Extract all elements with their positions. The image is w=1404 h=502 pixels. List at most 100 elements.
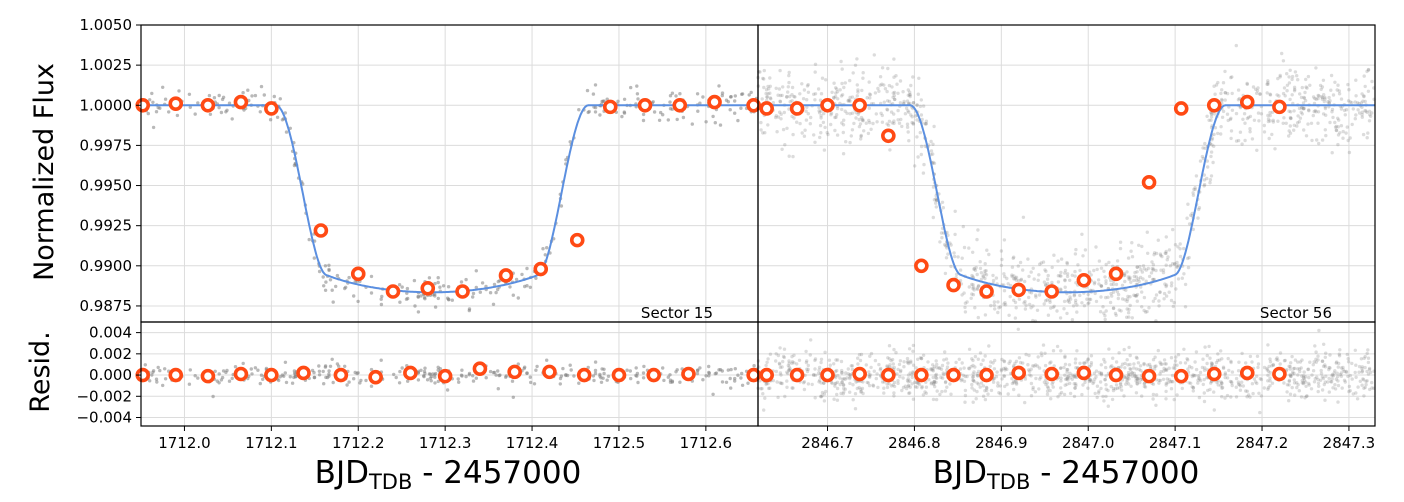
raw-resid-point	[328, 364, 333, 368]
raw-resid-point	[1339, 374, 1344, 378]
raw-flux-point	[816, 87, 821, 91]
raw-flux-point	[436, 276, 440, 280]
raw-resid-point	[1301, 381, 1306, 385]
raw-resid-point	[930, 368, 935, 372]
raw-resid-point	[188, 368, 192, 372]
raw-resid-point	[678, 380, 682, 384]
raw-resid-point	[971, 372, 975, 376]
raw-flux-point	[1014, 275, 1019, 279]
raw-resid-point	[948, 382, 952, 386]
raw-resid-point	[1230, 383, 1234, 388]
raw-flux-point	[972, 288, 976, 292]
raw-resid-point	[1342, 378, 1347, 382]
raw-resid-point	[1202, 391, 1207, 395]
raw-resid-point	[1330, 377, 1334, 381]
raw-flux-point	[1009, 283, 1013, 288]
raw-flux-point	[1164, 235, 1169, 239]
raw-flux-point	[163, 97, 168, 101]
raw-resid-point	[1282, 381, 1286, 385]
raw-resid-point	[1197, 374, 1201, 378]
raw-flux-point	[718, 123, 723, 127]
raw-flux-point	[985, 248, 989, 252]
raw-resid-point	[433, 375, 437, 379]
raw-resid-point	[317, 364, 321, 368]
raw-resid-point	[1331, 386, 1335, 390]
raw-resid-point	[971, 400, 975, 404]
raw-flux-point	[813, 98, 817, 102]
binned-flux-point-0-16	[707, 94, 722, 110]
raw-resid-point	[850, 364, 855, 368]
raw-resid-point	[1132, 371, 1137, 376]
raw-resid-point	[934, 359, 938, 363]
raw-flux-point	[1048, 300, 1052, 304]
raw-flux-point	[1189, 213, 1193, 217]
raw-flux-point	[780, 93, 784, 98]
raw-resid-point	[1354, 375, 1358, 379]
raw-resid-point	[908, 385, 912, 389]
raw-resid-point	[934, 372, 938, 377]
binned-resid-point-0-9	[437, 368, 453, 384]
raw-flux-point	[1290, 93, 1294, 97]
raw-resid-point	[1135, 381, 1139, 386]
raw-resid-point	[1142, 382, 1147, 386]
raw-resid-point	[1275, 356, 1279, 360]
raw-flux-point	[776, 115, 781, 119]
raw-flux-point	[1075, 303, 1079, 307]
raw-flux-point	[1315, 138, 1319, 142]
raw-flux-point	[813, 70, 817, 74]
raw-resid-point	[1308, 360, 1312, 364]
raw-resid-point	[1101, 394, 1105, 399]
raw-resid-point	[1341, 365, 1345, 370]
raw-flux-point	[905, 99, 910, 103]
raw-resid-point	[1012, 379, 1016, 384]
raw-flux-point	[819, 131, 823, 135]
raw-flux-point	[1130, 255, 1135, 259]
raw-resid-point	[1268, 357, 1272, 361]
raw-resid-point	[1340, 386, 1344, 390]
raw-resid-point	[921, 393, 926, 397]
raw-resid-point	[901, 385, 906, 390]
raw-resid-point	[625, 368, 629, 372]
raw-resid-point	[504, 374, 508, 378]
raw-resid-point	[1065, 376, 1070, 381]
raw-resid-point	[890, 357, 895, 362]
raw-flux-point	[1132, 274, 1137, 279]
raw-resid-point	[865, 380, 869, 385]
raw-resid-point	[1146, 363, 1150, 367]
raw-flux-point	[851, 71, 855, 75]
raw-resid-point	[1210, 362, 1214, 366]
raw-flux-point	[859, 115, 864, 120]
raw-flux-point	[1165, 258, 1170, 262]
raw-resid-point	[163, 367, 167, 371]
raw-flux-point	[1154, 293, 1159, 297]
raw-resid-point	[959, 378, 964, 383]
x-label-right-rest: - 2457000	[1030, 455, 1199, 491]
raw-resid-point	[704, 374, 708, 378]
binned-resid-point-1-6	[946, 367, 961, 383]
raw-flux-point	[1316, 93, 1320, 98]
flux-y-tick-label-7: 0.9875	[80, 297, 133, 315]
raw-flux-point	[1132, 293, 1136, 297]
raw-flux-point	[1003, 303, 1008, 307]
raw-flux-point	[778, 100, 783, 104]
raw-resid-point	[981, 394, 986, 398]
raw-resid-point	[973, 354, 978, 359]
raw-flux-point	[1142, 308, 1146, 313]
raw-resid-point	[913, 380, 917, 385]
raw-resid-point	[211, 394, 215, 399]
raw-resid-point	[760, 386, 764, 391]
raw-resid-point	[1111, 388, 1116, 393]
raw-resid-point	[288, 375, 292, 379]
raw-flux-point	[822, 111, 826, 116]
raw-resid-point	[998, 384, 1002, 388]
raw-resid-point	[1003, 366, 1008, 370]
raw-resid-point	[1055, 344, 1060, 349]
raw-flux-point	[1158, 252, 1163, 256]
raw-flux-point	[1180, 276, 1185, 280]
raw-flux-point	[907, 139, 911, 143]
raw-flux-point	[766, 123, 770, 127]
raw-flux-point	[848, 95, 852, 100]
raw-resid-point	[740, 371, 744, 376]
raw-flux-point	[1350, 122, 1354, 127]
raw-flux-point	[787, 80, 791, 85]
